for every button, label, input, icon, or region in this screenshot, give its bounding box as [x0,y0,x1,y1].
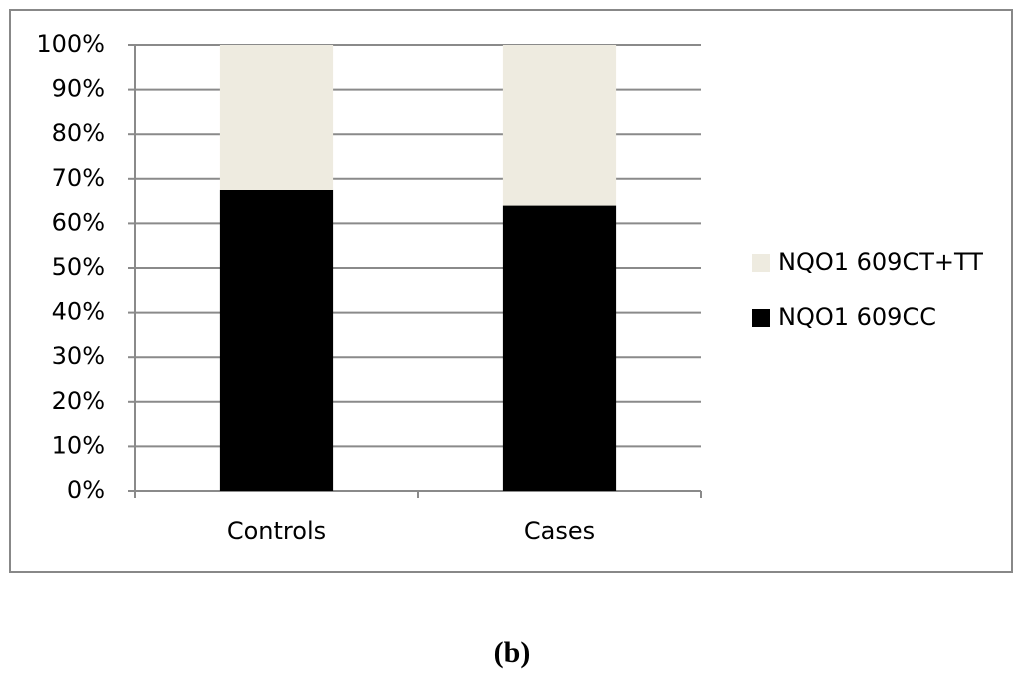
y-tick-label: 70% [52,164,105,192]
legend-label: NQO1 609CT+TT [778,248,983,276]
bar-segment [219,45,334,190]
x-tick-label: Cases [524,517,595,545]
bar-segment [502,45,617,206]
y-tick-label: 60% [52,208,105,236]
y-tick-label: 50% [52,253,105,281]
y-tick-label: 100% [36,30,105,58]
legend-label: NQO1 609CC [778,303,936,331]
y-tick-label: 40% [52,298,105,326]
y-tick-label: 0% [67,476,105,504]
y-tick-label: 90% [52,75,105,103]
x-tick-label: Controls [227,517,326,545]
y-tick-label: 20% [52,387,105,415]
y-tick-label: 30% [52,342,105,370]
bar-segment [502,205,617,491]
legend-swatch [752,254,770,272]
y-tick-label: 80% [52,119,105,147]
bar-segment [219,189,334,491]
y-tick-label: 10% [52,431,105,459]
caption: (b) [494,636,531,669]
legend-swatch [752,309,770,327]
